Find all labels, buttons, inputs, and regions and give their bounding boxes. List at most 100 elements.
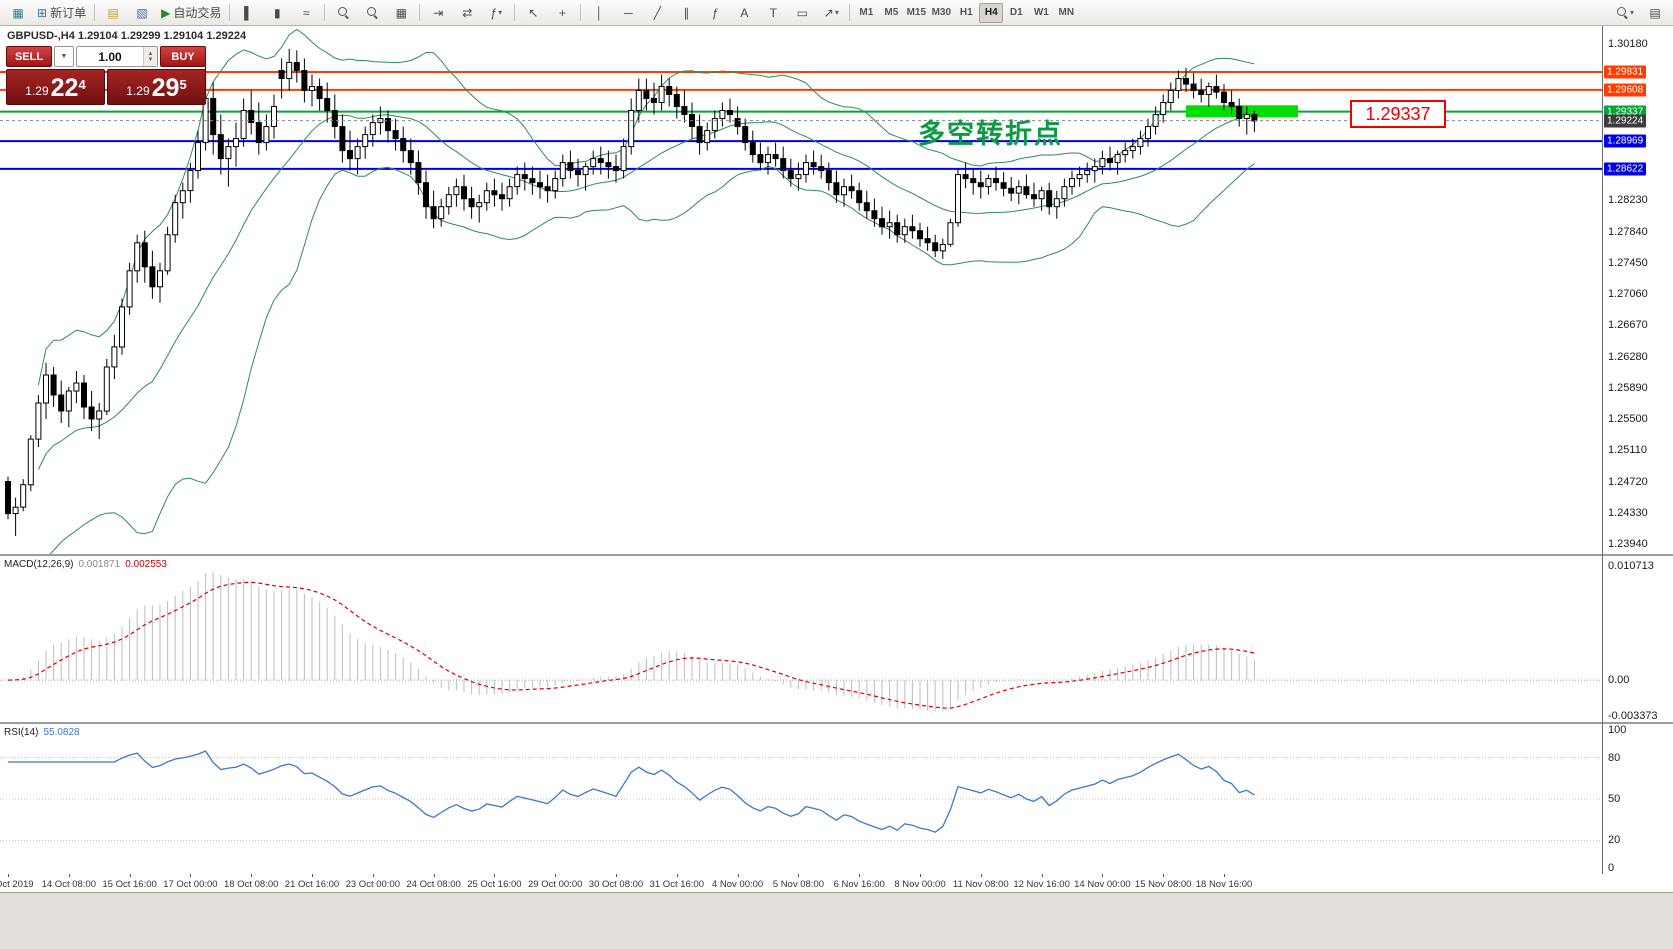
price-callout-box[interactable]: 1.29337 <box>1350 100 1446 128</box>
timeframe-button-m15[interactable]: M15 <box>906 7 927 18</box>
candle-body <box>210 98 217 136</box>
grid-button[interactable]: ▦ <box>395 5 407 20</box>
date-tick <box>251 874 253 877</box>
rsi-axis-label: 0 <box>1608 862 1615 874</box>
lot-spinner[interactable]: ▲ ▼ <box>143 47 157 66</box>
macd-main-value: 0.001871 <box>78 559 121 570</box>
autotrading-button[interactable]: ▶ 自动交易 <box>157 2 225 24</box>
candle-body <box>818 166 825 172</box>
candle-body <box>658 86 665 103</box>
candle-body <box>567 162 574 172</box>
timeframe-button-h4[interactable]: H4 <box>979 2 1004 23</box>
chart-window-icon[interactable]: ▦ <box>12 5 24 20</box>
candle-body <box>103 366 110 412</box>
timeframe-button-h1[interactable]: H1 <box>959 7 973 18</box>
line-chart-button[interactable]: ≈ <box>303 5 310 20</box>
arrows-button[interactable]: ↗ ▾ <box>817 2 845 24</box>
candle-body <box>1061 186 1068 200</box>
timeframe-button-mn[interactable]: MN <box>1058 7 1075 18</box>
chevron-down-icon: ▾ <box>1629 8 1634 17</box>
channel-button[interactable]: ∥ <box>683 5 690 20</box>
crosshair-button[interactable]: + <box>558 5 566 20</box>
profiles-icon[interactable]: ▧ <box>136 5 148 20</box>
date-label: 11 Oct 2019 <box>0 879 34 890</box>
candle-body <box>369 122 376 136</box>
sell-price-sup: 4 <box>78 77 86 92</box>
indicators-button[interactable]: ƒ ▾ <box>482 2 510 24</box>
candle-body <box>1205 86 1212 95</box>
spinner-down-icon[interactable]: ▼ <box>147 56 154 63</box>
fibonacci-button[interactable]: ƒ <box>711 5 719 20</box>
chart-window[interactable]: GBPUSD-,H4 1.29104 1.29299 1.29104 1.292… <box>0 26 1673 892</box>
symbol-search-button[interactable]: ▾ <box>1611 2 1639 24</box>
candle-body <box>5 481 11 515</box>
candle-body <box>1213 86 1220 93</box>
candle-body <box>727 110 733 115</box>
lot-size-value[interactable]: 1.00 <box>98 49 122 64</box>
spinner-up-icon[interactable]: ▲ <box>147 50 154 57</box>
main-price-chart[interactable] <box>0 26 1602 554</box>
date-label: 18 Oct 08:00 <box>223 879 279 890</box>
timeframe-button-w1[interactable]: W1 <box>1033 7 1049 18</box>
price-level-tag: 1.28622 <box>1604 162 1647 176</box>
panel-splitter[interactable] <box>0 554 1673 556</box>
date-label: 17 Oct 00:00 <box>163 879 218 890</box>
macd-indicator-panel[interactable] <box>0 556 1602 722</box>
lot-size-input[interactable]: 1.00 ▲ ▼ <box>76 46 158 67</box>
order-type-dropdown[interactable]: ▼ <box>54 46 74 67</box>
new-order-button[interactable]: ⊞ 新订单 <box>33 2 90 24</box>
candle-body <box>1053 198 1060 208</box>
candle-body <box>879 218 885 228</box>
date-tick <box>798 874 800 877</box>
chinese-annotation-text[interactable]: 多空转折点 <box>918 119 1063 150</box>
text-button[interactable]: A <box>740 5 749 20</box>
buy-price-button[interactable]: 1.29 29 5 <box>107 69 206 105</box>
cursor-button[interactable]: ↖ <box>528 5 539 20</box>
date-label: 6 Nov 16:00 <box>833 879 885 890</box>
candle-body <box>126 270 133 308</box>
candle-body <box>559 162 566 180</box>
candle-body <box>1160 102 1167 115</box>
candle-body <box>939 243 946 252</box>
search-icon <box>1616 6 1629 19</box>
zoom-in-button[interactable] <box>329 2 357 24</box>
rsi-indicator-panel[interactable] <box>0 724 1602 874</box>
price-level-tag: 1.28969 <box>1604 134 1647 148</box>
chart-shift-button[interactable]: ⇄ <box>462 5 473 20</box>
templates-icon[interactable]: ▤ <box>107 5 119 20</box>
auto-scroll-button[interactable]: ⇥ <box>433 5 444 20</box>
panel-splitter[interactable] <box>0 722 1673 724</box>
price-axis-label: 1.24330 <box>1608 506 1648 519</box>
candlestick-chart-button[interactable]: ▮ <box>274 5 281 20</box>
horizontal-line-button[interactable]: ─ <box>624 5 633 20</box>
candle-body <box>217 134 224 160</box>
buy-button[interactable]: BUY <box>160 46 206 67</box>
macd-name: MACD(12,26,9) <box>4 559 74 570</box>
price-level-tag: 1.29831 <box>1604 65 1647 79</box>
timeframe-button-m1[interactable]: M1 <box>859 7 874 18</box>
shapes-button[interactable]: ▭ <box>796 5 808 20</box>
timeframe-button-m30[interactable]: M30 <box>931 7 952 18</box>
bar-chart-button[interactable]: ▌ <box>244 5 253 20</box>
trendline-button[interactable]: ╱ <box>653 5 661 20</box>
chart-title: GBPUSD-,H4 1.29104 1.29299 1.29104 1.292… <box>7 30 247 42</box>
date-label: 29 Oct 00:00 <box>527 879 583 890</box>
candle-body <box>1129 146 1136 152</box>
date-tick <box>1163 874 1165 877</box>
sell-price-button[interactable]: 1.29 22 4 <box>6 69 105 105</box>
candle-body <box>301 70 308 91</box>
candle-body <box>400 138 407 152</box>
zoom-out-button[interactable] <box>358 2 386 24</box>
macd-header: MACD(12,26,9) 0.001871 0.002553 <box>4 559 167 570</box>
candle-body <box>1000 182 1007 189</box>
candle-body <box>719 110 726 119</box>
timeframe-button-d1[interactable]: D1 <box>1009 7 1023 18</box>
candle-body <box>734 118 741 128</box>
label-button[interactable]: T <box>769 5 777 20</box>
sell-button[interactable]: SELL <box>6 46 52 67</box>
timeframe-button-m5[interactable]: M5 <box>884 7 899 18</box>
toolbar-separator <box>419 4 421 21</box>
date-label: 15 Oct 16:00 <box>102 879 157 890</box>
panels-button[interactable]: ▤ <box>1649 5 1661 20</box>
vertical-line-button[interactable]: │ <box>595 5 604 20</box>
